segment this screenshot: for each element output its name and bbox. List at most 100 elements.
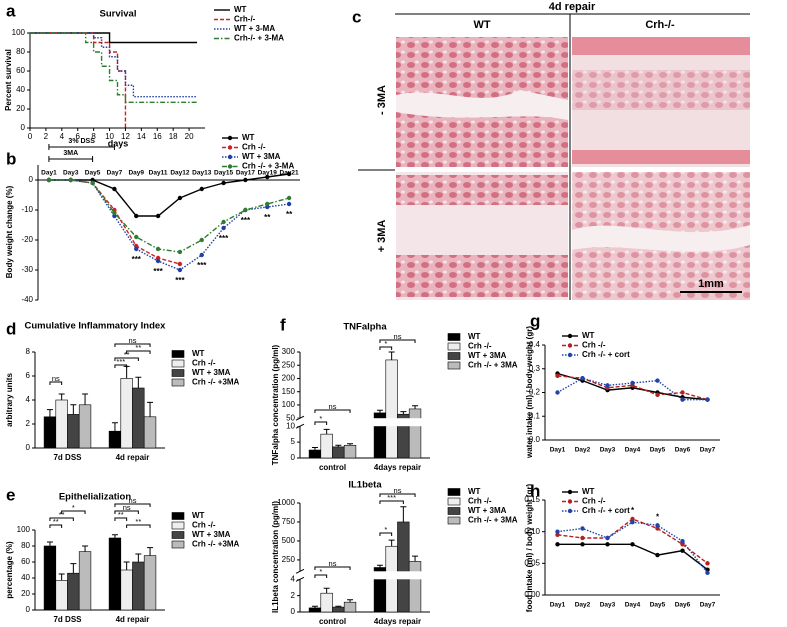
chart-title: Cumulative Inflammatory Index xyxy=(25,321,167,332)
legend-swatch xyxy=(171,540,185,549)
image-panel: 4d repair WT Crh-/- - 3MA + 3MA 1mm xyxy=(358,1,750,300)
legend-label: WT xyxy=(242,133,255,142)
point xyxy=(243,177,248,183)
bar xyxy=(343,601,357,613)
error-bar xyxy=(70,404,77,415)
x-tick-label: 10 xyxy=(105,132,114,141)
point xyxy=(221,225,226,231)
legend-swatch xyxy=(447,352,461,360)
axis-break xyxy=(295,418,431,427)
y-axis-label: arbitrary units xyxy=(5,373,14,427)
x-tick-label: 8 xyxy=(91,132,96,141)
bar xyxy=(67,414,80,449)
bar xyxy=(108,430,122,449)
significance: *** xyxy=(219,234,229,243)
error-bar xyxy=(147,401,154,417)
x-tick-label: Day17 xyxy=(236,170,256,177)
significance: ** xyxy=(286,210,293,219)
point xyxy=(555,373,560,379)
point xyxy=(199,237,204,243)
point xyxy=(555,542,560,547)
bar xyxy=(108,537,122,611)
y-tick-label: 0 xyxy=(291,607,296,616)
bar xyxy=(67,572,80,611)
bar xyxy=(408,561,422,613)
x-tick-label: 4days repair xyxy=(374,463,421,472)
legend-marker xyxy=(567,499,573,504)
significance: ** xyxy=(135,343,141,352)
significance: ** xyxy=(135,517,141,526)
bracket xyxy=(314,566,351,570)
point xyxy=(177,267,183,273)
y-tick-label: -20 xyxy=(21,235,33,244)
y-tick-label: 100 xyxy=(17,525,31,534)
legend-marker xyxy=(227,154,233,160)
x-tick-label: Day4 xyxy=(625,602,641,609)
bar xyxy=(308,449,322,459)
significance: ns xyxy=(123,503,131,512)
y-tick-label: -30 xyxy=(21,265,33,274)
x-tick-label: Day6 xyxy=(675,602,691,609)
legend-swatch xyxy=(171,512,185,520)
legend-label: Crh -/- + cort xyxy=(582,506,630,515)
series-line xyxy=(30,32,198,44)
y-tick-label: 4 xyxy=(291,574,296,583)
point xyxy=(68,177,73,183)
legend-label: WT xyxy=(192,511,205,520)
panel-letter: d xyxy=(6,319,16,338)
significance: ** xyxy=(264,213,271,222)
x-tick-label: Day6 xyxy=(675,447,691,454)
bar xyxy=(43,545,57,611)
bar xyxy=(143,555,157,611)
y-tick-label: 250 xyxy=(282,555,296,564)
bracket xyxy=(314,421,328,425)
y-axis-label: percentage (%) xyxy=(5,541,14,599)
panel-letter: c xyxy=(352,7,361,26)
bar xyxy=(55,399,68,449)
point xyxy=(680,538,685,544)
panel-letter: a xyxy=(6,1,16,20)
y-tick-label: 0.15 xyxy=(524,495,540,504)
treatment-label: 3MA xyxy=(63,150,78,157)
bracket xyxy=(379,532,393,536)
point xyxy=(243,207,248,213)
x-tick-label: 4 xyxy=(60,132,65,141)
significance: ** xyxy=(118,510,124,519)
point xyxy=(580,542,585,547)
y-tick-label: 0.0 xyxy=(529,435,541,444)
y-tick-label: 0 xyxy=(29,175,34,184)
legend-label: WT + 3MA xyxy=(192,530,231,539)
error-bar xyxy=(111,534,118,538)
legend-label: WT xyxy=(582,487,595,496)
y-tick-label: 0.00 xyxy=(524,590,540,599)
legend-label: Crh-/- + 3-MA xyxy=(234,34,284,43)
legend-swatch xyxy=(447,497,461,506)
bar xyxy=(385,359,398,459)
point xyxy=(580,526,585,531)
treatment-bracket xyxy=(48,156,94,162)
error-bar xyxy=(388,539,395,547)
y-axis-label: TNFalpha concentration (pg/ml) xyxy=(271,344,280,465)
point xyxy=(221,219,226,225)
series-line xyxy=(30,32,198,98)
error-bar xyxy=(412,555,419,562)
legend-marker xyxy=(227,145,233,150)
panel-letter: e xyxy=(6,485,15,504)
legend-label: WT + 3-MA xyxy=(234,24,275,33)
point xyxy=(580,535,585,541)
point xyxy=(655,552,660,558)
bracket xyxy=(314,574,328,578)
bar xyxy=(332,446,345,459)
legend-label: Crh -/- xyxy=(192,521,216,530)
error-bar xyxy=(311,447,318,451)
error-bar xyxy=(135,376,142,388)
point xyxy=(155,213,161,219)
bracket xyxy=(314,409,351,413)
x-tick-label: Day1 xyxy=(550,602,566,609)
point xyxy=(177,195,183,201)
bar xyxy=(397,521,410,613)
significance: ** xyxy=(124,350,130,359)
x-tick-label: control xyxy=(319,463,346,472)
x-tick-label: Day2 xyxy=(575,447,591,454)
